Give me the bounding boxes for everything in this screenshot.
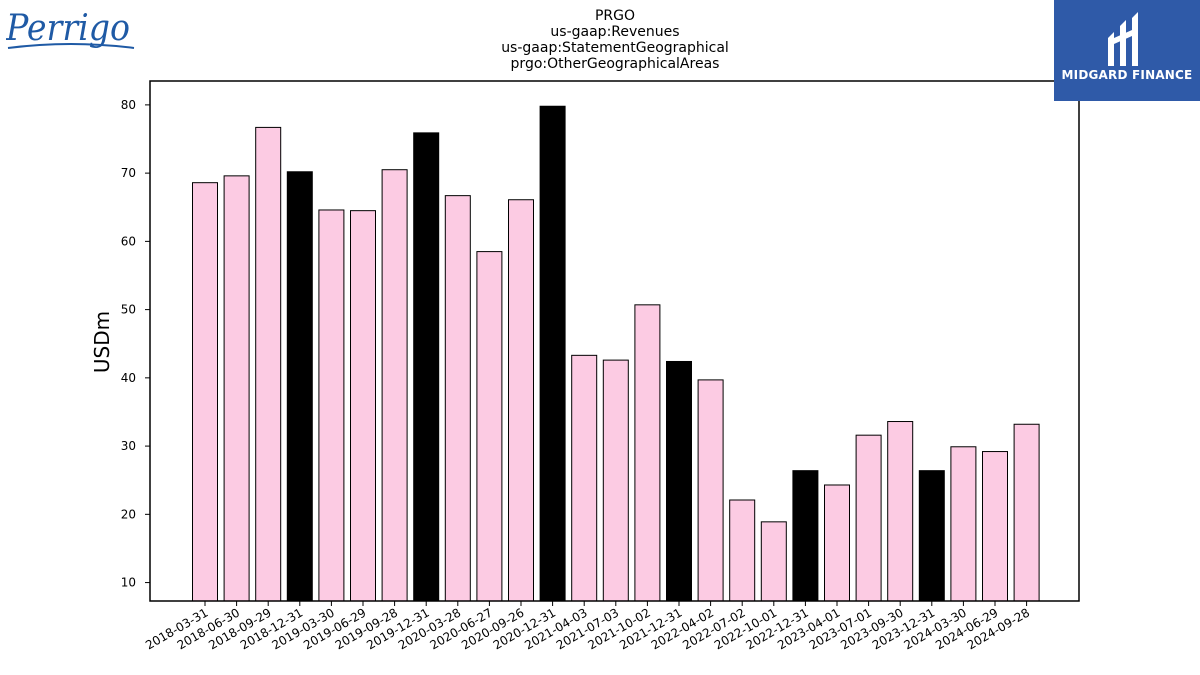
y-tick-label: 20 <box>121 507 136 521</box>
bar-2022-12-31 <box>792 470 819 602</box>
chart-title-line-1: PRGO <box>595 8 635 24</box>
x-axis: 2018-03-312018-06-302018-09-292018-12-31… <box>143 601 1032 652</box>
y-tick-label: 30 <box>121 439 136 453</box>
bar-2023-07-01 <box>855 434 882 602</box>
bar-2018-06-30 <box>223 175 250 602</box>
bar-2024-09-28 <box>1013 423 1040 602</box>
bar-2018-09-29 <box>255 126 282 602</box>
y-tick-label: 50 <box>121 303 136 317</box>
midgard-finance-logo: MIDGARD FINANCE <box>1054 0 1200 101</box>
bar-2019-09-28 <box>381 169 408 602</box>
perrigo-logo: Perrigo <box>5 4 141 56</box>
y-tick-label: 40 <box>121 371 136 385</box>
y-axis-label: USDm <box>90 311 114 373</box>
y-axis: 10 20 30 40 50 60 70 80 <box>121 98 150 590</box>
bar-2021-04-03 <box>571 354 598 602</box>
bar-2022-07-02 <box>729 499 756 602</box>
bar-series <box>192 105 1040 602</box>
bar-2020-12-31 <box>539 105 566 602</box>
bar-2022-10-01 <box>760 521 787 602</box>
chart-title: PRGO us-gaap:Revenues us-gaap:StatementG… <box>501 8 729 72</box>
bar-2023-12-31 <box>918 470 945 602</box>
chart-title-line-3: us-gaap:StatementGeographical <box>501 40 729 56</box>
y-tick-label: 80 <box>121 98 136 112</box>
y-tick-label: 60 <box>121 234 136 248</box>
chart-title-line-2: us-gaap:Revenues <box>550 24 679 40</box>
bar-2024-03-30 <box>950 446 977 602</box>
bar-2019-12-31 <box>413 132 440 602</box>
bar-2019-03-30 <box>318 209 345 602</box>
chart-title-line-4: prgo:OtherGeographicalAreas <box>511 56 720 72</box>
bar-2021-12-31 <box>666 360 692 602</box>
bar-2021-10-02 <box>634 304 661 602</box>
bar-2024-06-29 <box>982 451 1008 602</box>
midgard-emblem-icon <box>1108 12 1138 66</box>
bar-2020-03-28 <box>444 195 471 602</box>
bar-2020-09-26 <box>508 199 534 602</box>
y-tick-label: 10 <box>121 576 136 590</box>
bar-2023-09-30 <box>887 421 914 602</box>
bar-2018-03-31 <box>192 182 218 602</box>
y-tick-label: 70 <box>121 166 136 180</box>
bar-2021-07-03 <box>602 359 629 602</box>
bar-2023-04-01 <box>824 484 850 602</box>
midgard-finance-text: MIDGARD FINANCE <box>1061 68 1193 82</box>
plot-frame <box>149 80 1080 602</box>
bar-2019-06-29 <box>350 210 376 602</box>
bar-2018-12-31 <box>286 171 313 602</box>
bar-2020-06-27 <box>476 251 503 602</box>
bar-2022-04-02 <box>697 379 724 602</box>
perrigo-logo-text: Perrigo <box>6 8 130 49</box>
